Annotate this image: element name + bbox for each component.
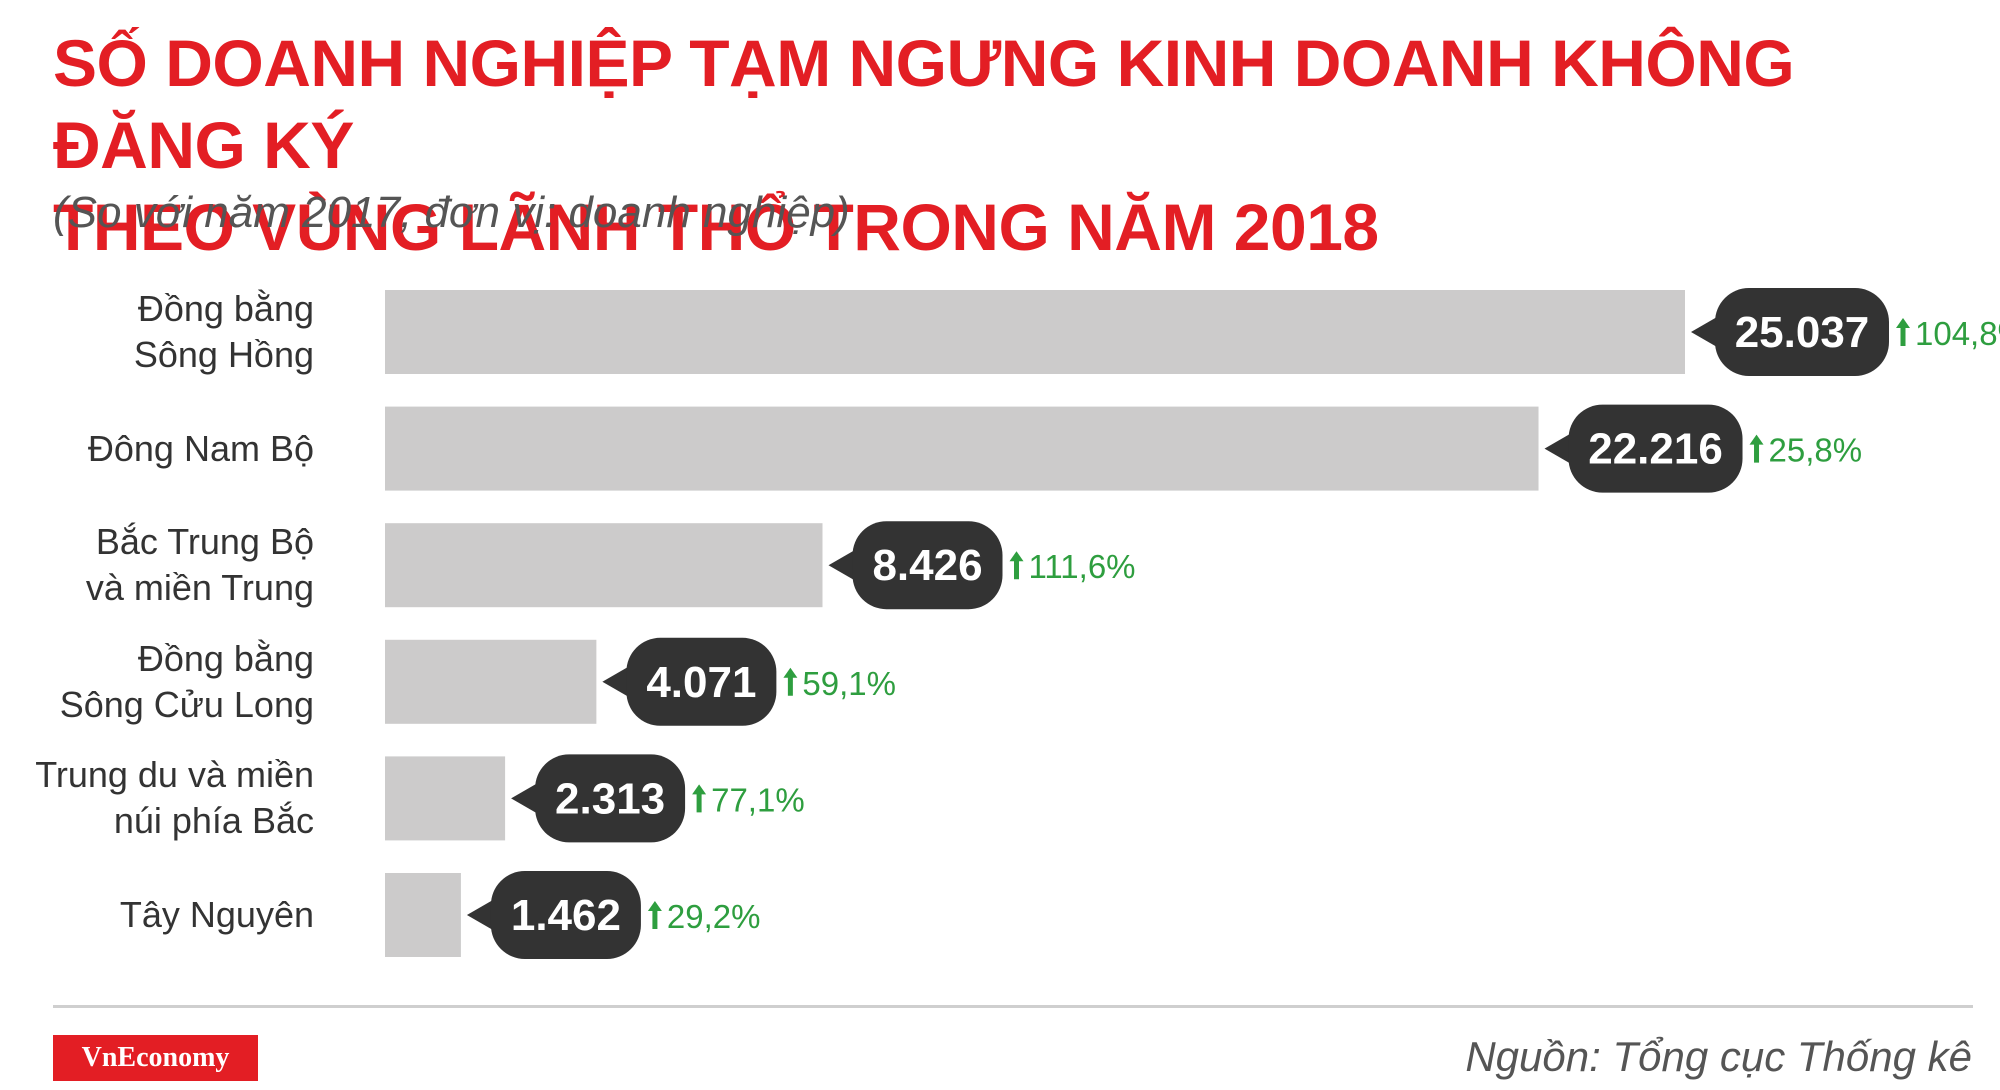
callout-pointer [511, 783, 538, 814]
callout-pointer [1544, 433, 1571, 464]
growth-label: 111,6% [1029, 548, 1136, 585]
bar [385, 406, 1539, 491]
callout-pointer [602, 666, 629, 697]
bar [385, 873, 461, 957]
category-label-line: Trung du và miền [35, 754, 314, 796]
value-label: 2.313 [555, 774, 665, 823]
value-label: 22.216 [1588, 425, 1723, 474]
category-label-line: Bắc Trung Bộ [95, 521, 314, 563]
title-line-2: THEO VÙNG LÃNH THỔ TRONG NĂM 2018 [53, 190, 1379, 264]
category-label-line: Đồng bằng [137, 637, 314, 679]
category-label-line: và miền Trung [85, 567, 314, 609]
growth-up-arrow-icon [647, 901, 662, 929]
chart-title: SỐ DOANH NGHIỆP TẠM NGƯNG KINH DOANH KHÔ… [53, 22, 1973, 268]
value-callout [852, 521, 1003, 610]
growth-label: 77,1% [711, 781, 805, 818]
bar [385, 290, 1685, 374]
value-label: 4.071 [646, 658, 756, 707]
category-label: Bắc Trung Bộ và miền Trung [14, 519, 314, 611]
callout-pointer [828, 550, 855, 581]
value-callout [490, 871, 641, 959]
category-label-line: Đông Nam Bộ [87, 427, 314, 469]
value-label: 1.462 [511, 891, 621, 940]
bar [385, 756, 506, 841]
value-callout [1568, 404, 1743, 493]
growth-label: 59,1% [802, 665, 896, 702]
title-line-1: SỐ DOANH NGHIỆP TẠM NGƯNG KINH DOANH KHÔ… [53, 26, 1795, 182]
callout-pointer [466, 900, 493, 930]
category-label: Đồng bằng Sông Cửu Long [14, 636, 314, 728]
value-callout [535, 754, 686, 843]
growth-up-arrow-icon [1749, 434, 1764, 463]
category-label: Đồng bằng Sông Hồng [14, 286, 314, 378]
chart-subtitle: (So với năm 2017, đơn vị: doanh nghiệp) [53, 188, 850, 237]
category-label-line: Tây Nguyên [119, 894, 314, 935]
growth-up-arrow-icon [692, 784, 707, 813]
category-label-line: Sông Cửu Long [59, 683, 314, 725]
vneconomy-logo: VnEconomy [53, 1035, 258, 1081]
category-label: Trung du và miền núi phía Bắc [14, 752, 314, 844]
source-note: Nguồn: Tổng cục Thống kê [1465, 1033, 1972, 1080]
bar-chart: 25.037 104,8% 22.216 25,8% 8.426 111,6% 4.071 5… [385, 288, 2000, 959]
bar [385, 639, 597, 724]
category-label: Đông Nam Bộ [14, 426, 314, 472]
growth-up-arrow-icon [1896, 318, 1910, 346]
value-label: 25.037 [1735, 308, 1870, 357]
footer-divider [53, 1005, 1973, 1008]
value-callout [1715, 288, 1889, 376]
growth-up-arrow-icon [1009, 551, 1024, 580]
growth-label: 29,2% [667, 898, 761, 935]
growth-label: 104,8% [1915, 315, 2000, 352]
value-callout [626, 637, 777, 726]
category-label-line: Sông Hồng [133, 334, 314, 375]
value-label: 8.426 [872, 541, 982, 590]
category-label: Tây Nguyên [14, 892, 314, 938]
growth-label: 25,8% [1769, 432, 1863, 469]
bar [385, 523, 823, 608]
category-label-line: Đồng bằng [137, 288, 314, 329]
callout-pointer [1691, 317, 1717, 347]
category-label-line: núi phía Bắc [113, 800, 314, 842]
growth-up-arrow-icon [783, 667, 798, 696]
